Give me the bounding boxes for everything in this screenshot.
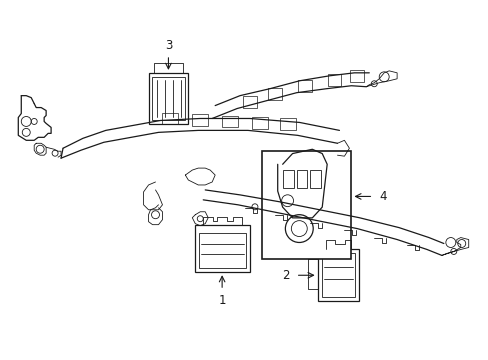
Bar [199, 233, 245, 268]
Bar [279, 118, 295, 130]
Text: 3: 3 [164, 39, 172, 51]
Bar [261, 152, 351, 258]
Bar [162, 113, 178, 125]
Bar [151, 77, 185, 121]
Bar [192, 114, 208, 126]
Bar [327, 74, 341, 86]
Bar [310, 170, 321, 188]
Bar [267, 88, 281, 100]
Bar [243, 96, 256, 108]
Bar [222, 116, 238, 127]
Bar [296, 170, 307, 188]
Text: 1: 1 [218, 293, 225, 307]
Bar [321, 253, 355, 297]
Bar [251, 117, 267, 129]
Bar [297, 80, 311, 92]
Bar [148, 73, 188, 125]
Text: 2: 2 [282, 269, 289, 282]
Bar [317, 249, 359, 301]
Bar [282, 170, 293, 188]
Text: 4: 4 [379, 190, 386, 203]
Bar [350, 70, 364, 82]
Bar [195, 225, 249, 272]
